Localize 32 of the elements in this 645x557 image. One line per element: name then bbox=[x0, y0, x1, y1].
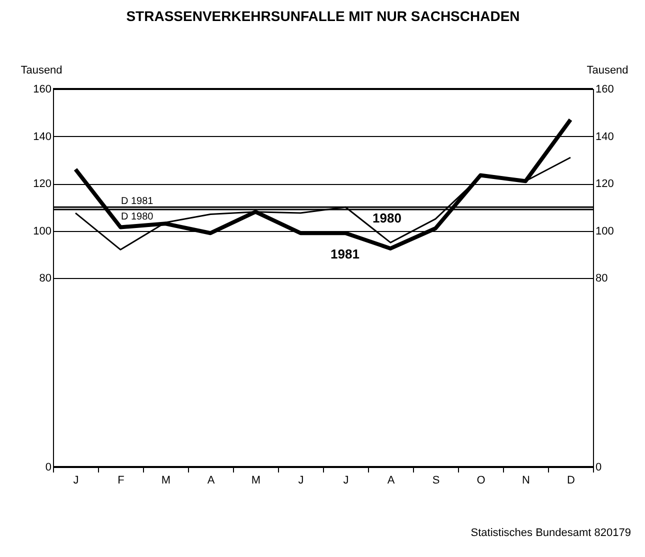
x-tick-label: J bbox=[298, 474, 304, 486]
ref-line-label: D 1981 bbox=[121, 196, 154, 208]
y-tick-label: 100 bbox=[33, 225, 52, 238]
x-tick-label: M bbox=[251, 474, 261, 486]
y-tick-label: 140 bbox=[33, 130, 52, 143]
y-tick-label: 0 bbox=[45, 462, 52, 474]
y2-tick-label: 80 bbox=[596, 272, 608, 284]
series-label: 1980 bbox=[372, 210, 402, 226]
x-tick-label: D bbox=[567, 474, 576, 486]
x-tick-label: A bbox=[387, 474, 396, 486]
ref-line-label: D 1980 bbox=[121, 211, 154, 222]
x-tick-label: F bbox=[118, 474, 125, 486]
text: Statistisches Bundesamt 820179 bbox=[470, 527, 631, 539]
x-tick-label: J bbox=[343, 474, 349, 486]
y2-tick-label: 160 bbox=[596, 84, 614, 96]
y2-axis-title: Tausend bbox=[586, 64, 628, 76]
x-tick-label: A bbox=[207, 474, 216, 486]
x-tick-label: M bbox=[161, 474, 171, 486]
series-label: 1981 bbox=[330, 246, 360, 262]
x-tick-label: J bbox=[73, 474, 79, 486]
y2-tick-label: 0 bbox=[596, 462, 602, 474]
y-axis-title: Tausend bbox=[20, 64, 62, 76]
y-tick-label: 80 bbox=[39, 272, 52, 284]
y-tick-label: 120 bbox=[33, 178, 52, 190]
y2-tick-label: 120 bbox=[596, 178, 614, 190]
y2-tick-label: 140 bbox=[596, 130, 614, 143]
x-tick-label: S bbox=[432, 474, 440, 486]
y-tick-label: 160 bbox=[33, 84, 52, 96]
chart-title: STRASSENVERKEHRSUNFALLE MIT NUR SACHSCHADEN bbox=[126, 8, 520, 24]
x-tick-label: N bbox=[522, 474, 530, 486]
y2-tick-label: 100 bbox=[596, 225, 614, 238]
x-tick-label: O bbox=[476, 474, 486, 486]
